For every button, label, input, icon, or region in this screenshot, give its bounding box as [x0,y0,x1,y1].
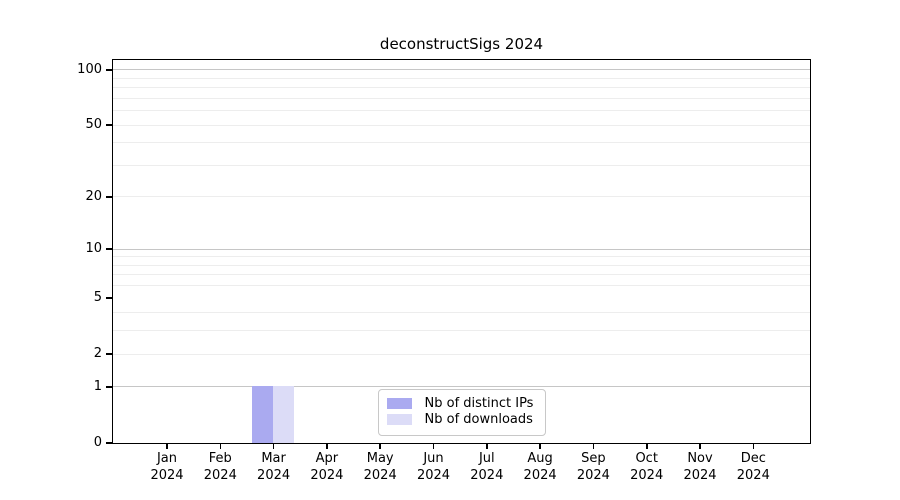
minor-gridline [112,110,810,112]
x-tick-label: Aug 2024 [504,450,576,484]
y-tick [106,69,112,71]
x-tick [219,443,222,449]
minor-gridline [112,97,810,99]
bar-downloads [273,386,295,443]
x-tick-year: 2024 [683,468,717,483]
x-tick [646,443,648,449]
x-tick-month: Jun [423,451,444,466]
minor-gridline [112,87,810,89]
x-tick-year: 2024 [630,468,664,483]
x-tick-month: Aug [527,451,553,466]
x-tick-label: Jan 2024 [131,450,203,484]
x-tick [166,443,168,449]
x-tick-month: Apr [315,451,339,466]
x-tick [592,443,595,449]
minor-gridline [112,124,810,126]
y-tick-label: 5 [93,290,102,306]
legend-swatch [386,414,412,425]
minor-gridline [112,312,810,314]
x-tick-label: Mar 2024 [238,450,310,484]
x-tick-month: Jan [156,451,178,466]
y-tick [106,124,112,126]
y-tick [106,442,112,444]
y-tick-label: 100 [77,61,102,77]
y-tick-label: 20 [85,188,102,204]
x-tick-year: 2024 [576,468,610,483]
x-tick [486,443,488,449]
bar-distinct-ips [251,386,274,443]
x-tick [539,443,541,449]
y-tick-label: 0 [93,435,102,450]
legend-item: Nb of downloads [386,412,537,428]
x-tick-year: 2024 [416,468,451,483]
x-tick-label: Dec 2024 [717,450,789,484]
x-tick [699,443,701,449]
x-tick-month: Mar [261,451,286,466]
legend-item: Nb of distinct IPs [386,396,537,412]
x-tick-month: Dec [740,451,766,466]
major-gridline [112,69,810,71]
x-tick-year: 2024 [310,468,344,483]
x-tick-year: 2024 [523,468,557,483]
x-tick [379,443,381,449]
minor-gridline [112,330,810,332]
minor-gridline [112,142,810,144]
x-tick-year: 2024 [363,468,397,483]
x-tick-label: Apr 2024 [291,450,363,484]
x-tick-month: May [366,451,394,466]
legend-swatch [386,398,412,409]
x-tick [752,443,754,449]
x-tick [432,443,435,449]
y-tick-label: 10 [85,241,102,257]
legend: Nb of distinct IPs Nb of downloads [377,388,546,436]
legend-label: Nb of distinct IPs [424,396,534,411]
chart-title: deconstructSigs 2024 [379,35,544,53]
x-tick [272,443,275,449]
y-tick-label: 2 [93,346,102,362]
x-tick-label: Sep 2024 [557,450,629,484]
x-tick-label: May 2024 [344,450,416,484]
y-tick [106,196,112,198]
minor-gridline [112,256,810,258]
major-gridline [112,248,810,250]
y-tick-label: 1 [93,378,102,394]
x-tick-month: Nov [687,451,713,466]
x-tick-label: Jun 2024 [398,450,470,484]
minor-gridline [112,196,810,198]
minor-gridline [112,274,810,276]
major-gridline [112,386,810,388]
y-tick [106,248,112,250]
y-tick [106,297,112,299]
plot-area: Nb of distinct IPs Nb of downloads [111,58,811,444]
x-tick-month: Sep [581,451,606,466]
x-tick-year: 2024 [203,468,237,483]
legend-label: Nb of downloads [424,412,533,427]
y-tick [106,386,112,388]
x-tick-year: 2024 [150,468,184,483]
x-tick-year: 2024 [257,468,291,483]
x-tick-label: Feb 2024 [184,450,256,484]
x-tick-month: Jul [478,451,495,466]
minor-gridline [112,264,810,266]
legend-rows: Nb of distinct IPs Nb of downloads [386,396,537,428]
minor-gridline [112,353,810,355]
y-tick [106,353,112,355]
x-tick-year: 2024 [470,468,504,483]
x-tick-month: Feb [208,451,232,466]
x-tick-label: Nov 2024 [664,450,736,484]
x-tick-month: Oct [635,451,658,466]
x-tick-label: Oct 2024 [611,450,683,484]
x-tick-label: Jul 2024 [451,450,523,484]
x-tick-year: 2024 [736,468,770,483]
minor-gridline [112,77,810,79]
minor-gridline [112,285,810,287]
y-tick-label: 50 [85,117,102,132]
x-tick [326,443,328,449]
minor-gridline [112,164,810,166]
